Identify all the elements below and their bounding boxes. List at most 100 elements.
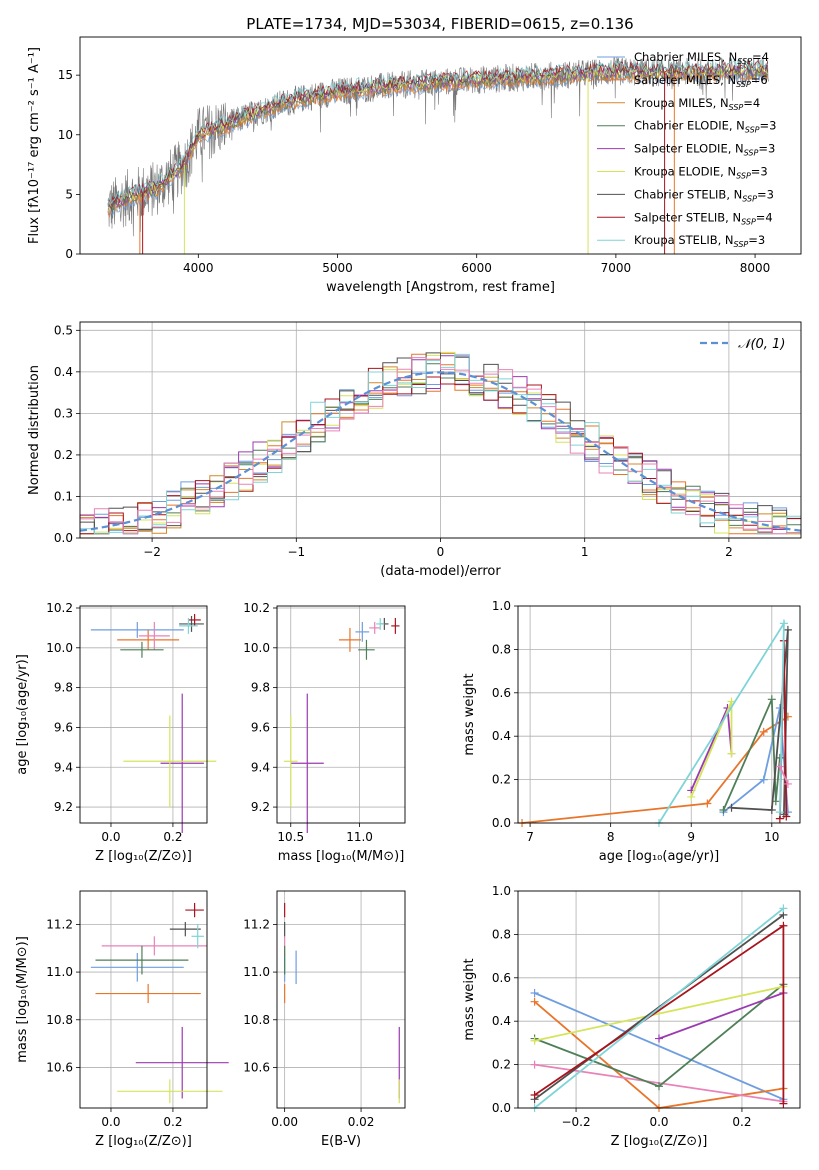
weight-marker xyxy=(783,808,792,817)
y-tick-label: 9.4 xyxy=(251,760,270,774)
y-tick-label: 10.8 xyxy=(243,1013,270,1027)
axes-frame xyxy=(517,605,801,824)
errorbar-point xyxy=(90,621,184,638)
axes-frame xyxy=(79,605,208,824)
y-tick-label: 0.4 xyxy=(54,365,73,379)
y-tick-label: 5 xyxy=(65,187,73,201)
errorbar-point xyxy=(117,1079,223,1104)
y-axis-label: mass [log₁₀(M/M⊙)] xyxy=(15,936,30,1063)
weight-series-line xyxy=(731,629,789,815)
errorbar-point xyxy=(283,715,298,808)
errorbar-point xyxy=(391,617,400,634)
x-tick-label: 6000 xyxy=(461,261,492,275)
errorbar-point xyxy=(290,693,324,833)
y-tick-label: 0.0 xyxy=(492,1101,511,1115)
x-axis-label: (data-model)/error xyxy=(380,564,501,579)
errorbar-point xyxy=(160,693,204,833)
errorbar-point xyxy=(95,945,189,975)
y-tick-label: 0.3 xyxy=(54,406,73,420)
weight-marker xyxy=(779,904,788,913)
y-tick-label: 10.0 xyxy=(46,641,73,655)
y-tick-label: 9.8 xyxy=(251,681,270,695)
x-tick-label: 0.2 xyxy=(163,1115,182,1129)
x-tick-label: 0 xyxy=(437,545,445,559)
legend-label: 𝒩(0, 1) xyxy=(738,337,785,352)
x-tick-label: 7 xyxy=(526,830,534,844)
y-axis-label: age [log₁₀(age/yr)] xyxy=(15,654,30,775)
massweight-vs-age-chart: 7 8 9 10 0.0 0.2 0.4 0.6 0.8 1.0 age [log₁₀(age/yr… xyxy=(462,599,801,864)
errorbar-point xyxy=(355,621,370,642)
y-tick-label: 0.2 xyxy=(492,1058,511,1072)
weight-marker xyxy=(767,805,776,814)
histogram-series xyxy=(79,367,801,538)
legend-label: Kroupa STELIB, NSSP=3 xyxy=(634,233,765,249)
y-tick-label: 0.1 xyxy=(54,489,73,503)
errorbar-point xyxy=(179,617,198,634)
weight-marker xyxy=(775,762,784,771)
x-tick-label: 0.02 xyxy=(348,1115,375,1129)
x-tick-label: −2 xyxy=(143,545,161,559)
x-tick-label: 7000 xyxy=(601,261,632,275)
axes-frame xyxy=(79,36,802,255)
x-axis-label: age [log₁₀(age/yr)] xyxy=(599,849,720,864)
weight-marker xyxy=(727,803,736,812)
y-tick-label: 0.0 xyxy=(492,816,511,830)
weight-marker xyxy=(530,1090,539,1099)
x-tick-label: 0.0 xyxy=(649,1115,668,1129)
errorbar-point xyxy=(101,936,207,956)
y-tick-label: 0 xyxy=(65,247,73,261)
y-tick-label: 1.0 xyxy=(492,884,511,898)
y-axis-label: mass weight xyxy=(462,958,477,1040)
y-tick-label: 10.0 xyxy=(243,641,270,655)
gaussian-curve xyxy=(79,371,802,532)
y-tick-label: 10.6 xyxy=(46,1060,73,1074)
y-tick-label: 11.2 xyxy=(46,917,73,931)
weight-marker xyxy=(779,1099,788,1108)
weight-marker xyxy=(530,997,539,1006)
x-tick-label: −1 xyxy=(287,545,305,559)
y-tick-label: 9.6 xyxy=(251,720,270,734)
errorbar-point xyxy=(358,639,375,660)
figure-title: PLATE=1734, MJD=53034, FIBERID=0615, z=0… xyxy=(246,15,633,33)
y-axis-label: Normed distribution xyxy=(27,365,42,495)
weight-marker xyxy=(655,1082,663,1091)
x-tick-label: 10 xyxy=(764,830,779,844)
weight-marker xyxy=(530,1036,539,1045)
weight-marker xyxy=(530,1060,539,1069)
y-tick-label: 0.4 xyxy=(492,729,511,743)
weight-series-line xyxy=(534,992,784,1101)
axes-frame xyxy=(276,605,406,824)
x-axis-label: Z [log₁₀(Z/Z⊙)] xyxy=(611,1134,708,1149)
weight-marker xyxy=(775,808,784,817)
y-tick-label: 0.5 xyxy=(54,323,73,337)
x-axis-label: wavelength [Angstrom, rest frame] xyxy=(326,280,555,295)
y-tick-label: 0.8 xyxy=(492,642,511,656)
x-tick-label: 9 xyxy=(687,830,695,844)
mass-vs-ebv-chart: 0.00 0.02 10.6 10.8 11.0 11.2 E(B-V) xyxy=(243,890,406,1149)
y-axis-label: mass weight xyxy=(462,673,477,755)
errorbar-point xyxy=(117,629,180,650)
weight-series-line xyxy=(521,715,789,824)
legend-label: Salpeter STELIB, NSSP=4 xyxy=(634,210,773,226)
errorbar-point xyxy=(169,922,201,937)
x-tick-label: 0.00 xyxy=(271,1115,298,1129)
age-vs-mass-chart: 10.5 11.0 9.2 9.4 9.6 9.8 10.0 10.2 mass [log₁₀(… xyxy=(243,601,406,864)
x-tick-label: 0.2 xyxy=(163,830,182,844)
weight-marker xyxy=(782,812,791,821)
histogram-series xyxy=(79,357,801,538)
y-tick-label: 0.8 xyxy=(492,927,511,941)
legend-label: Chabrier ELODIE, NSSP=3 xyxy=(634,119,776,135)
model-spectrum-line xyxy=(107,68,768,213)
axes-frame xyxy=(276,890,406,1109)
legend-label: Kroupa MILES, NSSP=4 xyxy=(634,96,760,112)
y-tick-label: 9.4 xyxy=(54,760,73,774)
weight-marker xyxy=(779,619,788,628)
errorbar-point xyxy=(191,924,204,949)
errorbar-point xyxy=(135,1026,229,1099)
axes-frame xyxy=(79,890,208,1109)
y-tick-label: 0.6 xyxy=(492,971,511,985)
age-vs-Z-chart: 0.0 0.2 9.2 9.4 9.6 9.8 10.0 10.2 Z [log₁₀(Z/Z⊙)… xyxy=(15,601,217,864)
weight-marker xyxy=(759,727,768,736)
weight-series-line xyxy=(658,992,784,1040)
